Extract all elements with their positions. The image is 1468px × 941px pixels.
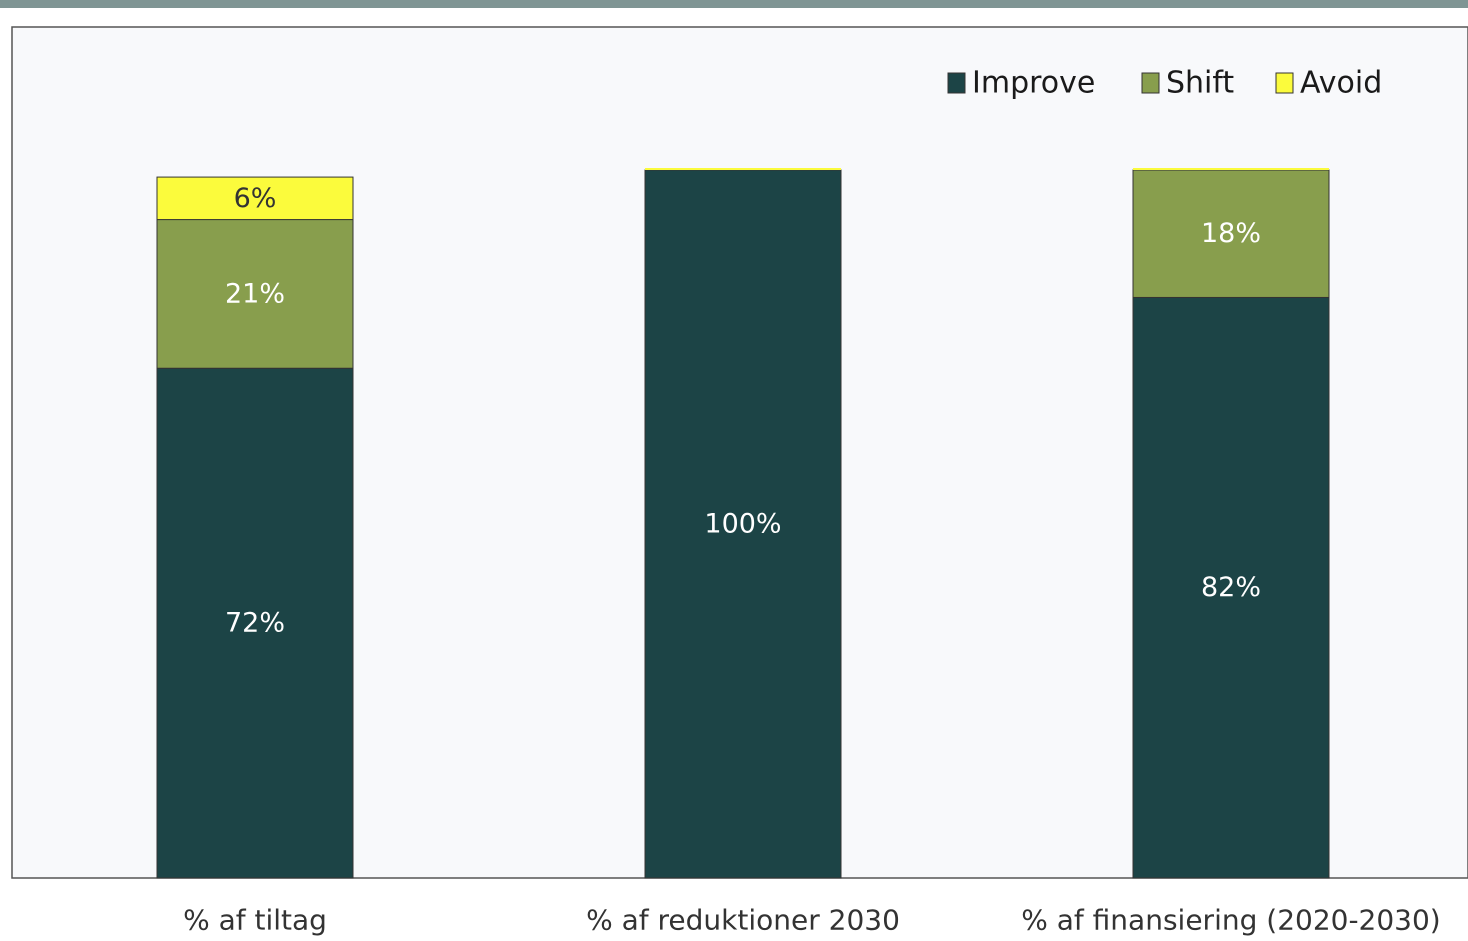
data-label-improve-af-reduktioner-2030: 100% (704, 509, 781, 540)
legend-label-improve: Improve (972, 66, 1095, 101)
bar-segment-shift-af-finansiering-2020-2030 (1132, 169, 1330, 298)
bar-segment-improve-af-reduktioner-2030 (644, 169, 842, 879)
legend-label-avoid: Avoid (1300, 66, 1382, 101)
legend: Improve Shift Avoid (947, 66, 1382, 101)
legend-swatch-shift (1141, 72, 1160, 94)
category-label-af-finansiering-2020-2030: % af finansiering (2020-2030) (1021, 904, 1440, 937)
legend-swatch-avoid (1275, 72, 1294, 94)
category-label-af-reduktioner-2030: % af reduktioner 2030 (586, 904, 900, 937)
bar-segment-avoid-af-reduktioner-2030 (645, 168, 841, 170)
top-accent-bar (0, 0, 1468, 8)
category-label-af-tiltag: % af tiltag (183, 904, 327, 937)
data-label-shift-af-tiltag: 21% (225, 278, 285, 309)
data-label-improve-af-tiltag: 72% (225, 608, 285, 639)
data-label-avoid-af-tiltag: 6% (234, 183, 277, 214)
legend-label-shift: Shift (1166, 66, 1234, 101)
bar-stack-af-reduktioner-2030: 100% (644, 168, 842, 879)
bar-segment-improve-af-tiltag (156, 367, 354, 879)
bar-segment-improve-af-finansiering-2020-2030 (1132, 296, 1330, 879)
bar-stack-af-tiltag: 72% 21% 6% (156, 176, 354, 879)
bar-stack-af-finansiering-2020-2030: 82% 18% (1132, 168, 1330, 879)
data-label-shift-af-finansiering-2020-2030: 18% (1201, 218, 1261, 249)
data-label-improve-af-finansiering-2020-2030: 82% (1201, 572, 1261, 603)
legend-swatch-improve (947, 72, 966, 94)
bar-segment-avoid-af-finansiering-2020-2030 (1133, 168, 1329, 170)
bar-segment-avoid-af-tiltag (156, 176, 354, 221)
